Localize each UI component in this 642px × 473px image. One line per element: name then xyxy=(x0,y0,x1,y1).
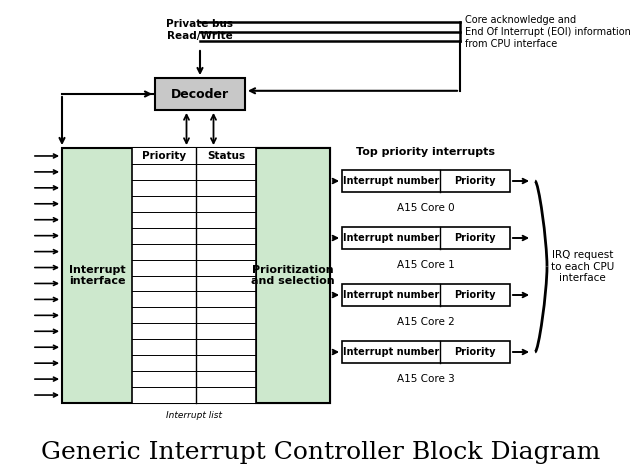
Text: Priority: Priority xyxy=(142,151,186,161)
Text: Interrupt
interface: Interrupt interface xyxy=(69,265,125,286)
Text: Interrupt number: Interrupt number xyxy=(343,347,439,357)
Text: A15 Core 0: A15 Core 0 xyxy=(397,203,455,213)
Text: Priority: Priority xyxy=(455,347,496,357)
Text: Interrupt number: Interrupt number xyxy=(343,290,439,300)
Text: Priority: Priority xyxy=(455,290,496,300)
Text: Private bus
Read/Write: Private bus Read/Write xyxy=(166,19,234,41)
Text: Generic Interrupt Controller Block Diagram: Generic Interrupt Controller Block Diagr… xyxy=(41,440,601,464)
Text: Interrupt number: Interrupt number xyxy=(343,176,439,186)
Text: Prioritization
and selection: Prioritization and selection xyxy=(251,265,335,286)
Text: A15 Core 3: A15 Core 3 xyxy=(397,374,455,384)
Text: Priority: Priority xyxy=(455,233,496,243)
Text: Decoder: Decoder xyxy=(171,88,229,100)
Bar xyxy=(342,227,510,249)
Bar xyxy=(62,148,330,403)
Bar xyxy=(342,284,510,306)
Bar xyxy=(155,78,245,110)
Text: A15 Core 1: A15 Core 1 xyxy=(397,260,455,270)
Text: IRQ request
to each CPU
interface: IRQ request to each CPU interface xyxy=(551,250,614,283)
Bar xyxy=(342,341,510,363)
Text: Interrupt number: Interrupt number xyxy=(343,233,439,243)
Text: A15 Core 2: A15 Core 2 xyxy=(397,317,455,327)
Bar xyxy=(342,170,510,192)
Text: Core acknowledge and
End Of Interrupt (EOI) information
from CPU interface: Core acknowledge and End Of Interrupt (E… xyxy=(465,16,631,49)
Bar xyxy=(132,148,256,403)
Text: Top priority interrupts: Top priority interrupts xyxy=(356,147,496,157)
Bar xyxy=(256,148,330,403)
Text: Priority: Priority xyxy=(455,176,496,186)
Text: Interrupt list: Interrupt list xyxy=(166,411,222,420)
Text: Status: Status xyxy=(207,151,245,161)
